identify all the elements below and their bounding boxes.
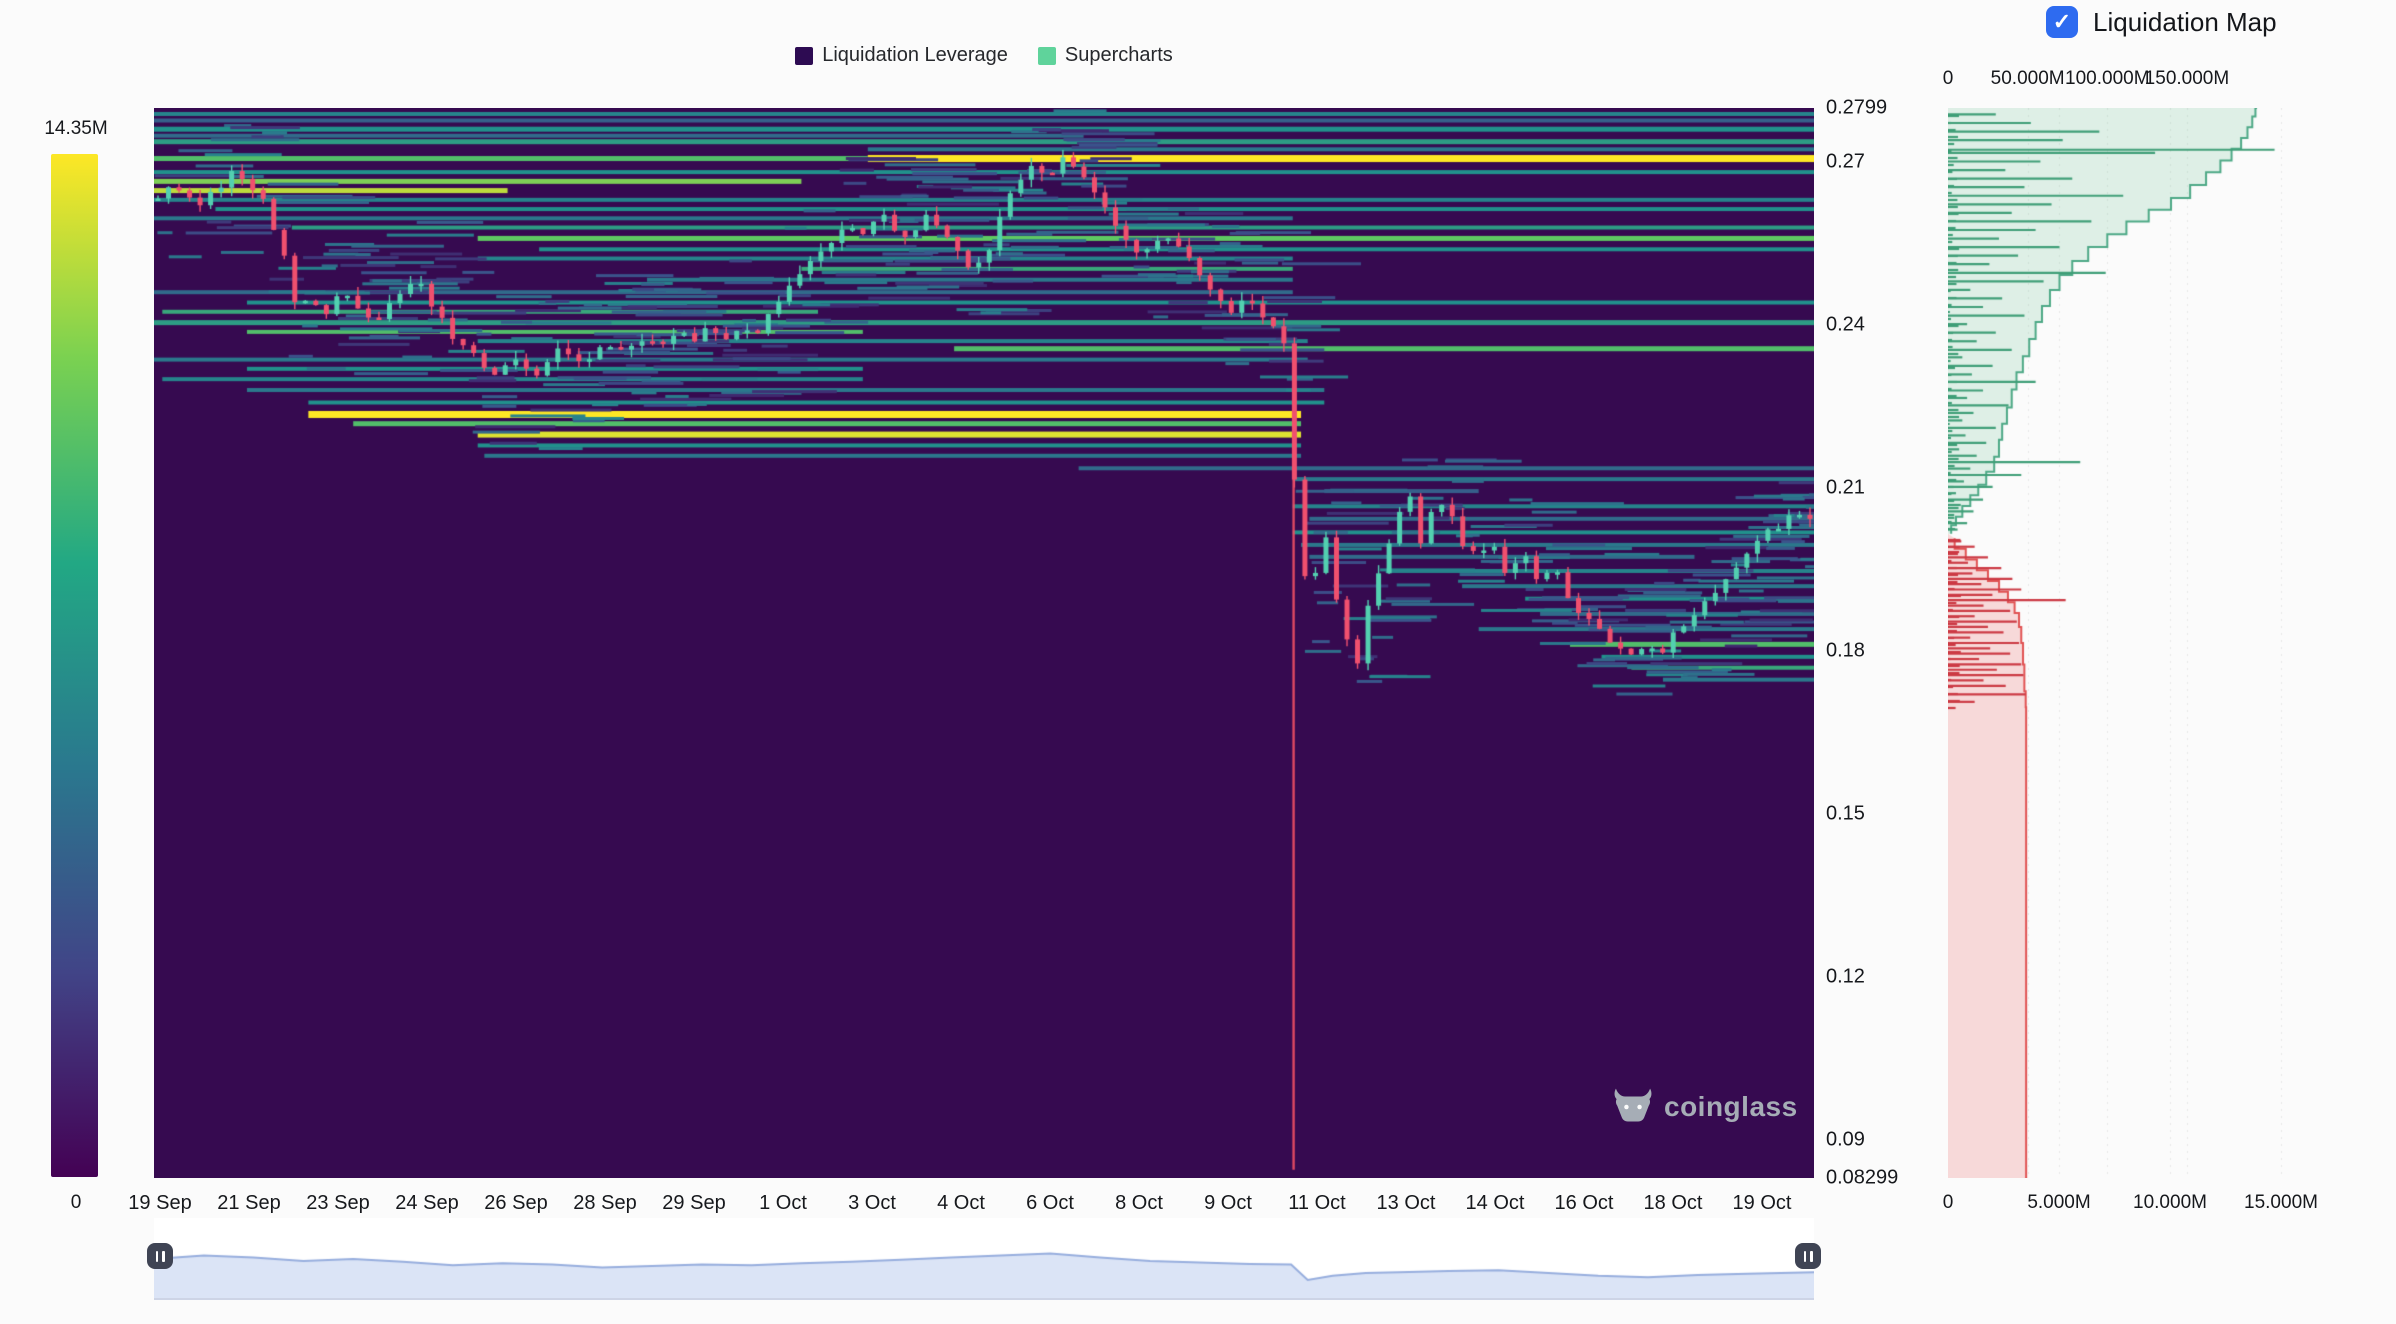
coinglass-watermark: coinglass xyxy=(1612,1086,1798,1128)
watermark-text: coinglass xyxy=(1664,1091,1798,1122)
liquidation-depth-canvas[interactable] xyxy=(1948,108,2388,1178)
legend-swatch-green xyxy=(1037,46,1056,65)
depth-bottom-tick-label: 15.000M xyxy=(2244,1192,2318,1213)
date-tick-label: 29 Sep xyxy=(662,1192,726,1214)
depth-top-tick-label: 0 xyxy=(1942,68,1954,89)
date-tick-label: 3 Oct xyxy=(848,1192,896,1214)
date-tick-label: 19 Sep xyxy=(128,1192,192,1214)
date-tick-label: 19 Oct xyxy=(1732,1192,1792,1214)
date-tick-label: 1 Oct xyxy=(759,1192,807,1214)
liquidation-heatmap-canvas[interactable] xyxy=(154,108,1814,1178)
price-tick-label: 0.27 xyxy=(1826,150,1865,173)
date-tick-label: 24 Sep xyxy=(395,1192,459,1214)
depth-top-tick-label: 50.000M xyxy=(1990,68,2065,89)
price-tick-label: 0.21 xyxy=(1826,476,1865,499)
liquidation-map-title: Liquidation Map xyxy=(2093,6,2277,37)
legend-swatch-purple xyxy=(795,46,814,65)
price-tick-label: 0.18 xyxy=(1826,639,1865,662)
price-tick-label: 0.08299 xyxy=(1826,1166,1899,1189)
liquidation-map-header: ✓ Liquidation Map xyxy=(2046,6,2277,38)
depth-top-tick-label: 100.000M xyxy=(2065,68,2150,89)
date-tick-label: 18 Oct xyxy=(1643,1192,1703,1214)
coinglass-bull-icon xyxy=(1614,1088,1652,1122)
price-tick-label: 0.15 xyxy=(1826,802,1865,825)
legend-item-liquidation-leverage[interactable]: Liquidation Leverage xyxy=(795,44,1008,67)
price-tick-label: 0.12 xyxy=(1826,965,1865,988)
date-tick-label: 13 Oct xyxy=(1376,1192,1436,1214)
date-tick-label: 11 Oct xyxy=(1288,1192,1346,1214)
date-tick-label: 14 Oct xyxy=(1465,1192,1525,1214)
price-tick-label: 0.24 xyxy=(1826,313,1865,336)
depth-bottom-tick-label: 0 xyxy=(1942,1192,1954,1213)
depth-top-tick-label: 150.000M xyxy=(2144,68,2230,89)
colorbar-max-label: 14.35M xyxy=(44,118,108,139)
price-tick-label: 0.09 xyxy=(1826,1128,1865,1151)
date-tick-label: 6 Oct xyxy=(1026,1192,1074,1214)
date-tick-label: 23 Sep xyxy=(306,1192,370,1214)
liquidation-map-checkbox[interactable]: ✓ xyxy=(2046,6,2078,38)
date-tick-label: 16 Oct xyxy=(1554,1192,1614,1214)
date-tick-label: 8 Oct xyxy=(1115,1192,1163,1214)
range-navigator[interactable] xyxy=(154,1218,1814,1300)
date-tick-label: 4 Oct xyxy=(937,1192,985,1214)
date-tick-label: 26 Sep xyxy=(484,1192,548,1214)
date-tick-label: 28 Sep xyxy=(573,1192,637,1214)
navigator-left-handle[interactable] xyxy=(147,1243,173,1269)
colorbar-gradient xyxy=(51,154,98,1177)
chart-legend: Liquidation Leverage Supercharts xyxy=(154,44,1814,67)
date-tick-label: 9 Oct xyxy=(1204,1192,1252,1214)
colorbar-min-label: 0 xyxy=(70,1192,82,1213)
legend-label: Liquidation Leverage xyxy=(822,44,1008,66)
depth-bottom-tick-label: 5.000M xyxy=(2027,1192,2091,1213)
date-tick-label: 21 Sep xyxy=(217,1192,281,1214)
price-tick-label: 0.2799 xyxy=(1826,96,1888,119)
legend-item-supercharts[interactable]: Supercharts xyxy=(1037,44,1173,67)
navigator-right-handle[interactable] xyxy=(1795,1243,1821,1269)
navigator-area-canvas[interactable] xyxy=(154,1218,1814,1298)
depth-bottom-tick-label: 10.000M xyxy=(2133,1192,2207,1213)
legend-label: Supercharts xyxy=(1064,44,1173,66)
